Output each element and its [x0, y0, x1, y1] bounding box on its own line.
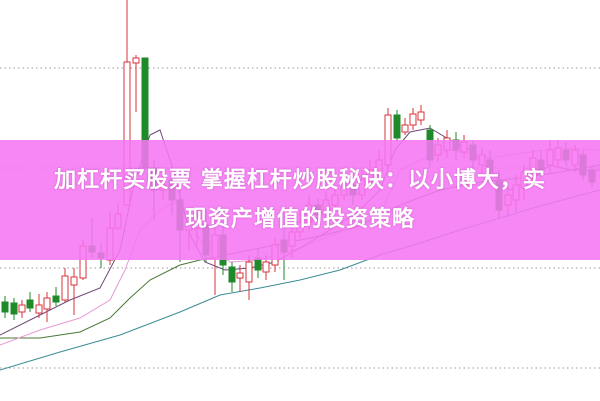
- article-title-line-2: 现资产增值的投资策略: [184, 207, 415, 232]
- candle-up: [35, 294, 43, 318]
- candle-body: [1, 301, 9, 313]
- candle-body: [10, 302, 18, 315]
- article-title-line-1: 加杠杆买股票 掌握杠杆炒股秘诀：以小博大，实: [54, 168, 546, 193]
- candle-body: [393, 114, 401, 139]
- candle-body: [228, 266, 236, 283]
- candle-body: [132, 57, 140, 64]
- candle-body: [61, 275, 69, 301]
- candle-up: [245, 255, 253, 300]
- candle-up: [417, 105, 425, 125]
- candle-down: [1, 296, 9, 318]
- candle-up: [70, 268, 78, 315]
- candle-up: [18, 300, 26, 318]
- candle-body: [245, 261, 253, 283]
- candle-body: [18, 304, 26, 313]
- candle-body: [26, 299, 34, 309]
- candle-body: [70, 276, 78, 286]
- candle-body: [409, 113, 417, 126]
- candle-body: [43, 297, 51, 310]
- candle-body: [52, 295, 60, 303]
- candle-up: [61, 268, 69, 302]
- candle-up: [401, 118, 409, 135]
- candle-body: [262, 261, 270, 273]
- candle-up: [132, 55, 140, 112]
- title-banner: 加杠杆买股票 掌握杠杆炒股秘诀：以小博大，实 现资产增值的投资策略: [0, 140, 600, 260]
- candle-down: [26, 292, 34, 312]
- candle-down: [10, 298, 18, 320]
- candle-body: [417, 111, 425, 121]
- candle-body: [236, 272, 244, 279]
- candle-down: [393, 110, 401, 142]
- candle-body: [401, 124, 409, 133]
- candle-body: [35, 304, 43, 314]
- candle-up: [409, 108, 417, 130]
- candle-up: [236, 265, 244, 292]
- candle-down: [228, 262, 236, 292]
- candle-up: [43, 292, 51, 322]
- candle-down: [52, 287, 60, 306]
